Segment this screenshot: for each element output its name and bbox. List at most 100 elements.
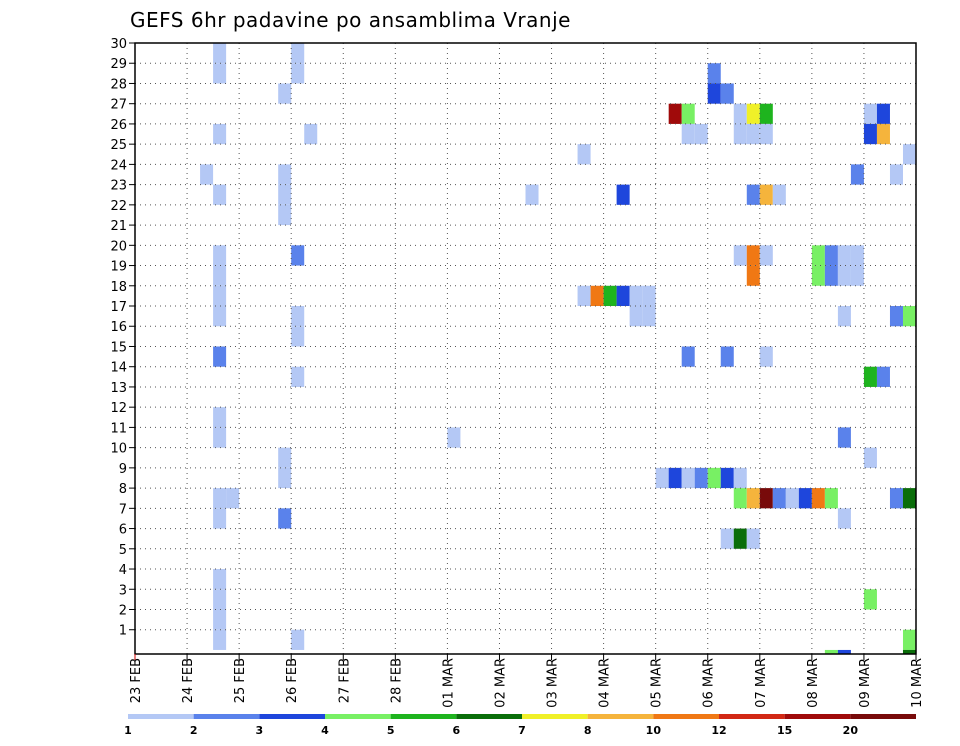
data-cell <box>733 245 747 266</box>
y-tick-label: 24 <box>110 158 127 173</box>
data-cell <box>226 488 240 509</box>
data-cell <box>213 184 227 205</box>
data-cell <box>447 427 461 448</box>
data-cell <box>213 245 227 266</box>
y-tick-label: 25 <box>110 138 127 153</box>
data-cell <box>902 649 916 654</box>
data-cell <box>837 427 851 448</box>
data-cell <box>824 265 838 286</box>
data-cell <box>213 629 227 650</box>
x-tick-label: 08 MAR <box>806 658 821 708</box>
data-cell <box>824 488 838 509</box>
colorbar-segment <box>522 714 588 719</box>
x-tick-label: 09 MAR <box>858 658 873 708</box>
x-tick-label: 01 MAR <box>441 658 456 708</box>
data-cell <box>525 184 539 205</box>
x-tick-label: 05 MAR <box>650 658 665 708</box>
y-axis: 1234567891011121314151617181920212223242… <box>110 37 135 639</box>
data-cell <box>811 488 825 509</box>
data-cell <box>707 83 721 104</box>
colorbar-label: 3 <box>256 724 264 737</box>
data-cell <box>291 629 305 650</box>
y-tick-label: 23 <box>110 179 127 194</box>
data-cell <box>668 103 682 124</box>
data-cell <box>824 649 838 654</box>
colorbar-segment <box>456 714 522 719</box>
data-cell <box>746 528 760 549</box>
y-tick-label: 12 <box>110 401 127 416</box>
data-cell <box>746 103 760 124</box>
y-tick-label: 15 <box>110 340 127 355</box>
y-tick-label: 5 <box>119 543 127 558</box>
data-cell <box>278 83 292 104</box>
data-cell <box>733 123 747 145</box>
data-cell <box>694 123 708 145</box>
colorbar-label: 1 <box>124 724 132 737</box>
data-cell <box>213 569 227 590</box>
data-cell <box>746 184 760 205</box>
x-tick-label: 06 MAR <box>702 658 717 708</box>
y-tick-label: 6 <box>119 523 127 538</box>
data-cell <box>746 488 760 509</box>
data-cell <box>577 144 591 165</box>
data-cell <box>837 306 851 327</box>
data-cell <box>876 366 890 387</box>
data-cell <box>837 265 851 286</box>
data-cell <box>889 488 903 509</box>
colorbar-segment <box>850 714 916 719</box>
data-cell <box>213 346 227 367</box>
colorbar-segment <box>259 714 325 719</box>
x-axis: 23 FEB 24 FEB 25 FEB 26 FEB 27 FEB 28 FEB 01 M… <box>129 654 925 708</box>
colorbar-label: 5 <box>387 724 395 737</box>
data-cell <box>733 528 747 549</box>
colorbar-segment <box>390 714 457 719</box>
data-cell <box>213 123 227 145</box>
data-cell <box>681 103 695 124</box>
data-cell <box>278 467 292 489</box>
colorbar-segment <box>719 714 785 719</box>
data-cell <box>213 285 227 307</box>
colorbar-label: 12 <box>711 724 726 737</box>
data-cell <box>200 164 214 185</box>
data-cell <box>759 123 773 145</box>
chart-title: GEFS 6hr padavine po ansamblima Vranje <box>130 8 571 32</box>
data-cell <box>707 467 721 489</box>
data-cell <box>733 467 747 489</box>
data-cell <box>213 265 227 286</box>
data-cell <box>291 245 305 266</box>
data-cell <box>642 285 656 307</box>
y-tick-label: 4 <box>119 563 127 578</box>
data-cell <box>889 164 903 185</box>
y-tick-label: 17 <box>110 300 127 315</box>
colorbar-segment <box>784 714 851 719</box>
colorbar-label: 20 <box>843 724 859 737</box>
data-cell <box>577 285 591 307</box>
data-cell <box>863 366 877 387</box>
y-tick-label: 2 <box>119 603 127 618</box>
data-cell <box>720 346 734 367</box>
y-tick-label: 13 <box>110 381 127 396</box>
colorbar-segment <box>653 714 719 719</box>
data-cell <box>278 204 292 226</box>
data-cell <box>681 123 695 145</box>
data-cell <box>213 589 227 610</box>
colorbar-label: 15 <box>777 724 792 737</box>
data-cell <box>278 508 292 529</box>
x-tick-label: 03 MAR <box>546 658 561 708</box>
data-cell <box>837 508 851 529</box>
data-cell <box>707 63 721 84</box>
x-tick-label: 26 FEB <box>285 658 300 703</box>
data-cell <box>889 306 903 327</box>
data-cell <box>213 488 227 509</box>
y-tick-label: 22 <box>110 199 127 214</box>
data-cell <box>720 467 734 489</box>
data-cell <box>694 467 708 489</box>
data-cell <box>902 488 916 509</box>
x-tick-label: 02 MAR <box>493 658 508 708</box>
x-tick-label: 23 FEB <box>129 658 144 703</box>
y-tick-label: 3 <box>119 583 127 598</box>
data-cell <box>759 184 773 205</box>
data-cell <box>876 123 890 145</box>
data-cell <box>902 306 916 327</box>
